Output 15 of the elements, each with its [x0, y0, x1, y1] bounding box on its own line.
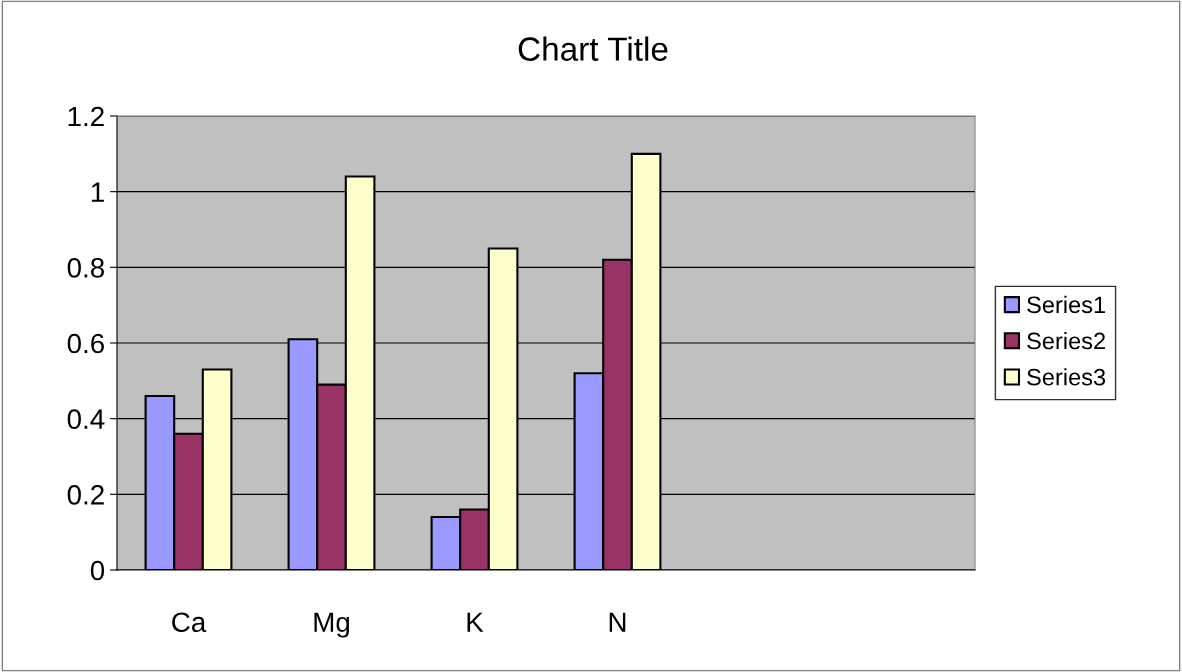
y-tick-label: 0 [90, 560, 105, 581]
y-tick-label: 0.4 [67, 409, 105, 430]
x-tick-label: N [609, 612, 626, 632]
x-tick-label: Mg [314, 612, 350, 638]
y-tick-label: 0.6 [67, 333, 104, 354]
y-tick-label: 0.2 [67, 485, 104, 505]
legend-label: Series1 [1027, 295, 1105, 314]
legend-label: Series3 [1027, 368, 1106, 386]
x-tick-label: K [467, 612, 484, 632]
y-tick-label: 1.2 [68, 106, 104, 127]
x-tick-label: Ca [172, 612, 207, 633]
legend-label: Series2 [1027, 332, 1105, 350]
y-tick-label: 0.8 [67, 258, 104, 278]
chart-title: Chart Title [518, 36, 668, 61]
y-tick-label: 1 [91, 182, 104, 202]
